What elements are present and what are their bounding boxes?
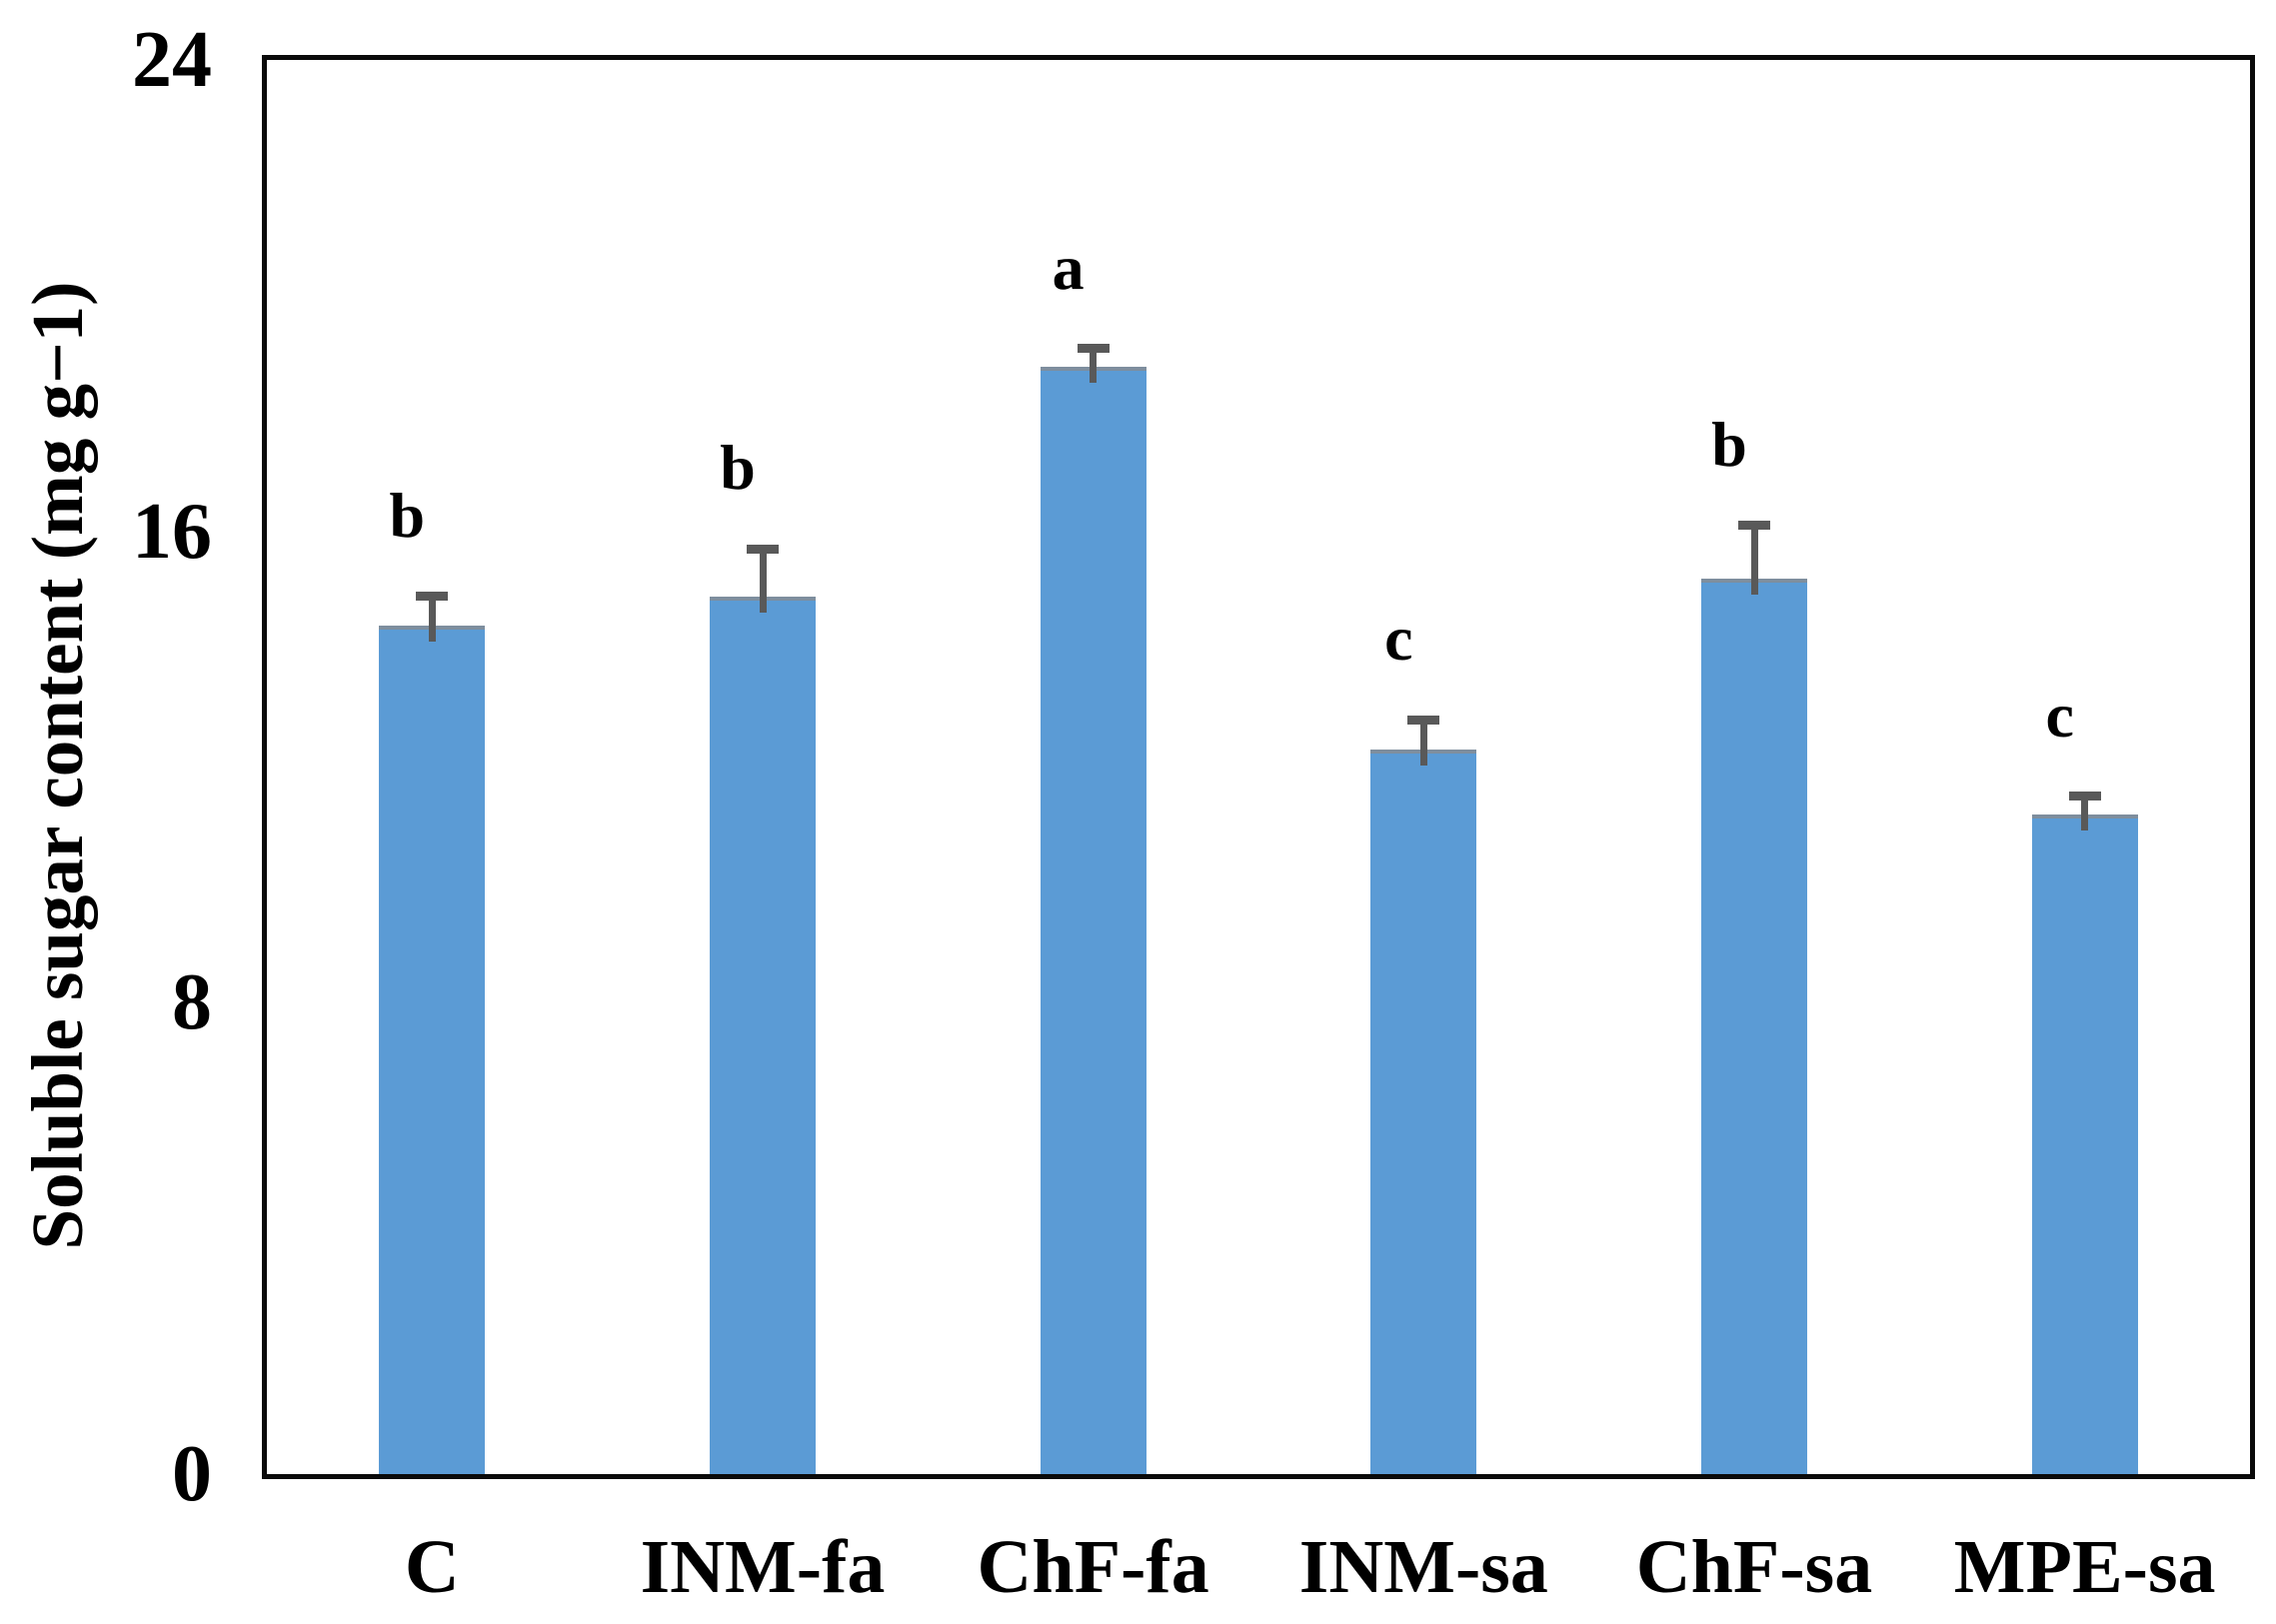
sig-letter-C: b [389, 479, 426, 551]
error-bar-cap-INM-sa [1407, 715, 1440, 725]
y-tick-label-8: 8 [172, 958, 212, 1047]
error-bar-cap-MPE-sa [2068, 792, 2101, 802]
error-bar-INM-fa [759, 549, 767, 613]
error-bar-ChF-fa [1090, 348, 1098, 383]
error-bar-cap-ChF-fa [1077, 344, 1110, 354]
sig-letter-INM-sa: c [1384, 603, 1413, 675]
error-bar-C [428, 596, 436, 642]
y-tick-label-16: 16 [132, 487, 212, 576]
bar-ChF-sa [1701, 578, 1807, 1474]
y-tick-label-24: 24 [132, 16, 212, 104]
x-label-C: C [404, 1525, 460, 1609]
x-label-INM-sa: INM-sa [1298, 1525, 1548, 1609]
y-axis-title: Soluble sugar content (mg g−1) [17, 281, 98, 1250]
error-bar-cap-INM-fa [747, 544, 779, 554]
y-tick-label-0: 0 [172, 1430, 212, 1518]
error-bar-cap-C [416, 592, 449, 602]
bar-C [379, 626, 486, 1474]
sig-letter-ChF-sa: b [1711, 408, 1747, 480]
bar-ChF-fa [1040, 366, 1146, 1474]
error-bar-MPE-sa [2081, 796, 2089, 830]
x-label-ChF-fa: ChF-fa [977, 1525, 1209, 1609]
plot-area: b b a c b c [262, 55, 2255, 1479]
error-bar-INM-sa [1419, 720, 1427, 766]
x-label-INM-fa: INM-fa [640, 1525, 886, 1609]
error-bar-cap-ChF-sa [1738, 521, 1770, 531]
sig-letter-ChF-fa: a [1052, 231, 1085, 303]
error-bar-ChF-sa [1750, 525, 1758, 595]
x-label-ChF-sa: ChF-sa [1635, 1525, 1873, 1609]
bar-INM-sa [1370, 749, 1477, 1474]
bar-MPE-sa [2031, 813, 2138, 1474]
sig-letter-MPE-sa: c [2045, 679, 2074, 751]
x-label-MPE-sa: MPE-sa [1953, 1525, 2216, 1609]
sig-letter-INM-fa: b [720, 432, 756, 504]
bar-INM-fa [710, 596, 816, 1474]
